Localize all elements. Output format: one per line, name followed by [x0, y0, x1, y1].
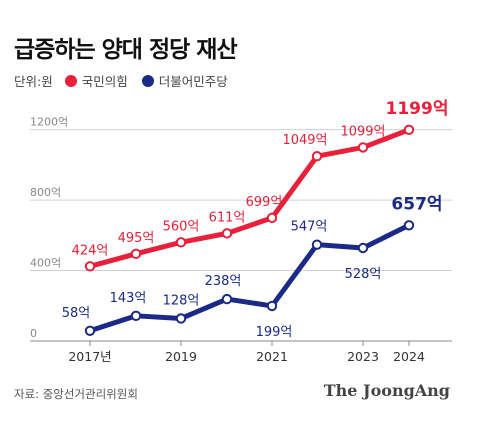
x-tick-label-1: 2019: [165, 349, 197, 364]
data-point-0-2023: [357, 142, 369, 153]
legend: 단위:원 국민의힘 더불어민주당: [14, 71, 242, 90]
legend-item-dp: 더불어민주당: [141, 71, 228, 90]
data-point-1-2024: [403, 220, 415, 231]
unit-label: 단위:원: [14, 74, 53, 89]
y-tick-label-3: 1200억: [30, 116, 68, 129]
chart-title: 급증하는 양대 정당 재산: [14, 37, 238, 63]
data-label-0-2018: 495억: [118, 231, 155, 246]
data-point-1-2022: [311, 239, 323, 250]
data-point-0-2024: [403, 124, 415, 135]
data-point-1-2017: [84, 325, 96, 336]
x-tick-label-3: 2023: [347, 349, 379, 364]
y-tick-label-2: 800억: [30, 186, 61, 199]
data-point-1-2020: [221, 293, 233, 305]
data-label-0-2020: 611억: [209, 210, 246, 225]
y-tick-label-1: 400억: [30, 257, 61, 270]
series-line-1: [87, 222, 412, 334]
data-label-0-2023: 1099억: [340, 124, 385, 139]
data-point-0-2020: [221, 228, 233, 239]
source-note: 자료: 중앙선거관리위원회: [14, 387, 138, 401]
legend-swatch-dp: [141, 74, 154, 87]
data-label-0-2019: 560억: [163, 219, 200, 234]
data-label-1-2018: 143억: [110, 291, 147, 306]
data-label-0-2021: 699억: [246, 195, 283, 210]
data-point-0-2022: [311, 151, 323, 162]
x-tick-label-2: 2021: [256, 349, 288, 364]
data-label-1-2019: 128억: [163, 293, 200, 308]
data-point-0-2017: [84, 261, 96, 272]
x-tick-label-4: 2024: [393, 349, 425, 364]
data-point-1-2021: [266, 300, 278, 312]
data-label-1-2023: 528억: [345, 267, 382, 282]
x-tick-label-0: 2017년: [68, 349, 111, 364]
legend-label-dp: 더불어민주당: [158, 74, 228, 89]
data-label-0-2022: 1049억: [282, 133, 327, 148]
data-label-1-2022: 547억: [291, 220, 328, 235]
data-point-0-2021: [266, 212, 278, 224]
y-tick-label-0: 0: [30, 327, 37, 340]
data-point-0-2018: [130, 248, 142, 260]
data-label-1-2024: 657억: [391, 194, 442, 214]
brand-logo: The JoongAng: [323, 381, 450, 400]
data-point-1-2023: [357, 242, 369, 254]
data-point-0-2019: [175, 237, 187, 248]
data-label-1-2017: 58억: [62, 306, 91, 321]
series-line-0: [87, 127, 412, 269]
legend-item-ppp: 국민의힘: [64, 71, 128, 90]
legend-label-ppp: 국민의힘: [81, 74, 128, 89]
data-label-1-2021: 199억: [256, 325, 293, 340]
data-label-0-2017: 424억: [72, 243, 109, 258]
data-label-0-2024: 1199억: [386, 99, 449, 119]
data-label-1-2020: 238억: [205, 274, 242, 289]
legend-swatch-ppp: [64, 74, 77, 87]
data-point-1-2018: [130, 310, 142, 322]
data-point-1-2019: [175, 313, 187, 324]
